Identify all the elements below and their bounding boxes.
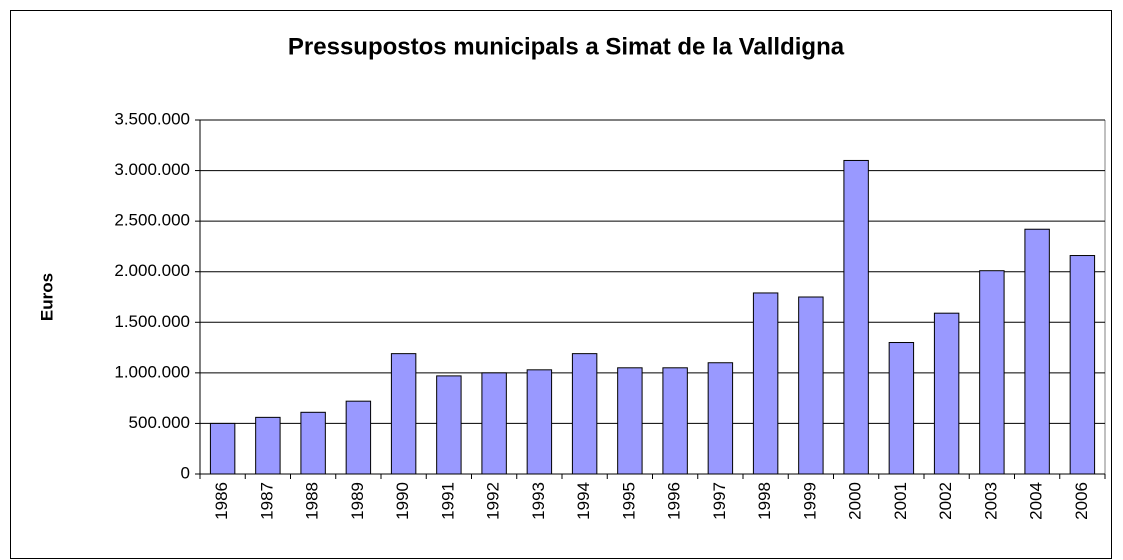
chart-border <box>10 10 1112 559</box>
y-tick-label: 500.000 <box>129 413 190 432</box>
bar <box>300 411 326 475</box>
y-tick-label: 2.000.000 <box>114 261 190 280</box>
bar <box>526 369 553 475</box>
bar <box>481 372 507 475</box>
bar <box>436 375 462 475</box>
x-tick-label: 2000 <box>846 482 865 520</box>
bar <box>255 416 281 475</box>
bar <box>752 292 779 475</box>
y-axis-label: Euros <box>37 273 56 321</box>
x-tick-label: 1989 <box>348 482 367 520</box>
bar <box>933 312 960 475</box>
y-tick-label: 1.000.000 <box>114 362 190 381</box>
y-tick-label: 3.000.000 <box>114 160 190 179</box>
chart-title: Pressupostos municipals a Simat de la Va… <box>288 33 845 60</box>
bar <box>979 270 1005 475</box>
x-tick-label: 1996 <box>665 482 684 520</box>
y-tick-label: 1.500.000 <box>114 312 190 331</box>
x-tick-label: 1987 <box>257 482 276 520</box>
x-tick-label: 1990 <box>393 482 412 520</box>
bar <box>1069 255 1096 475</box>
x-tick-label: 1986 <box>212 482 231 520</box>
bar <box>390 353 417 475</box>
bar <box>617 367 643 475</box>
x-tick-label: 1993 <box>529 482 548 520</box>
x-tick-label: 1999 <box>800 482 819 520</box>
bar <box>798 296 824 475</box>
bar <box>843 159 869 475</box>
bar <box>571 353 598 475</box>
x-tick-label: 2001 <box>891 482 910 520</box>
bar <box>209 422 236 475</box>
x-tick-label: 2003 <box>981 482 1000 520</box>
x-tick-label: 1988 <box>303 482 322 520</box>
bar <box>345 400 372 475</box>
x-tick-label: 1991 <box>438 482 457 520</box>
x-tick-label: 1998 <box>755 482 774 520</box>
x-tick-label: 2006 <box>1072 482 1091 520</box>
bar <box>1024 228 1050 475</box>
x-tick-label: 1994 <box>574 482 593 520</box>
x-tick-label: 2002 <box>936 482 955 520</box>
bar <box>662 367 688 475</box>
x-tick-label: 1997 <box>710 482 729 520</box>
x-tick-label: 2004 <box>1027 482 1046 520</box>
bar <box>888 342 915 475</box>
y-tick-label: 3.500.000 <box>114 109 190 128</box>
bar <box>707 362 734 475</box>
y-tick-label: 0 <box>181 463 190 482</box>
y-tick-label: 2.500.000 <box>114 211 190 230</box>
x-tick-label: 1992 <box>484 482 503 520</box>
x-tick-label: 1995 <box>619 482 638 520</box>
